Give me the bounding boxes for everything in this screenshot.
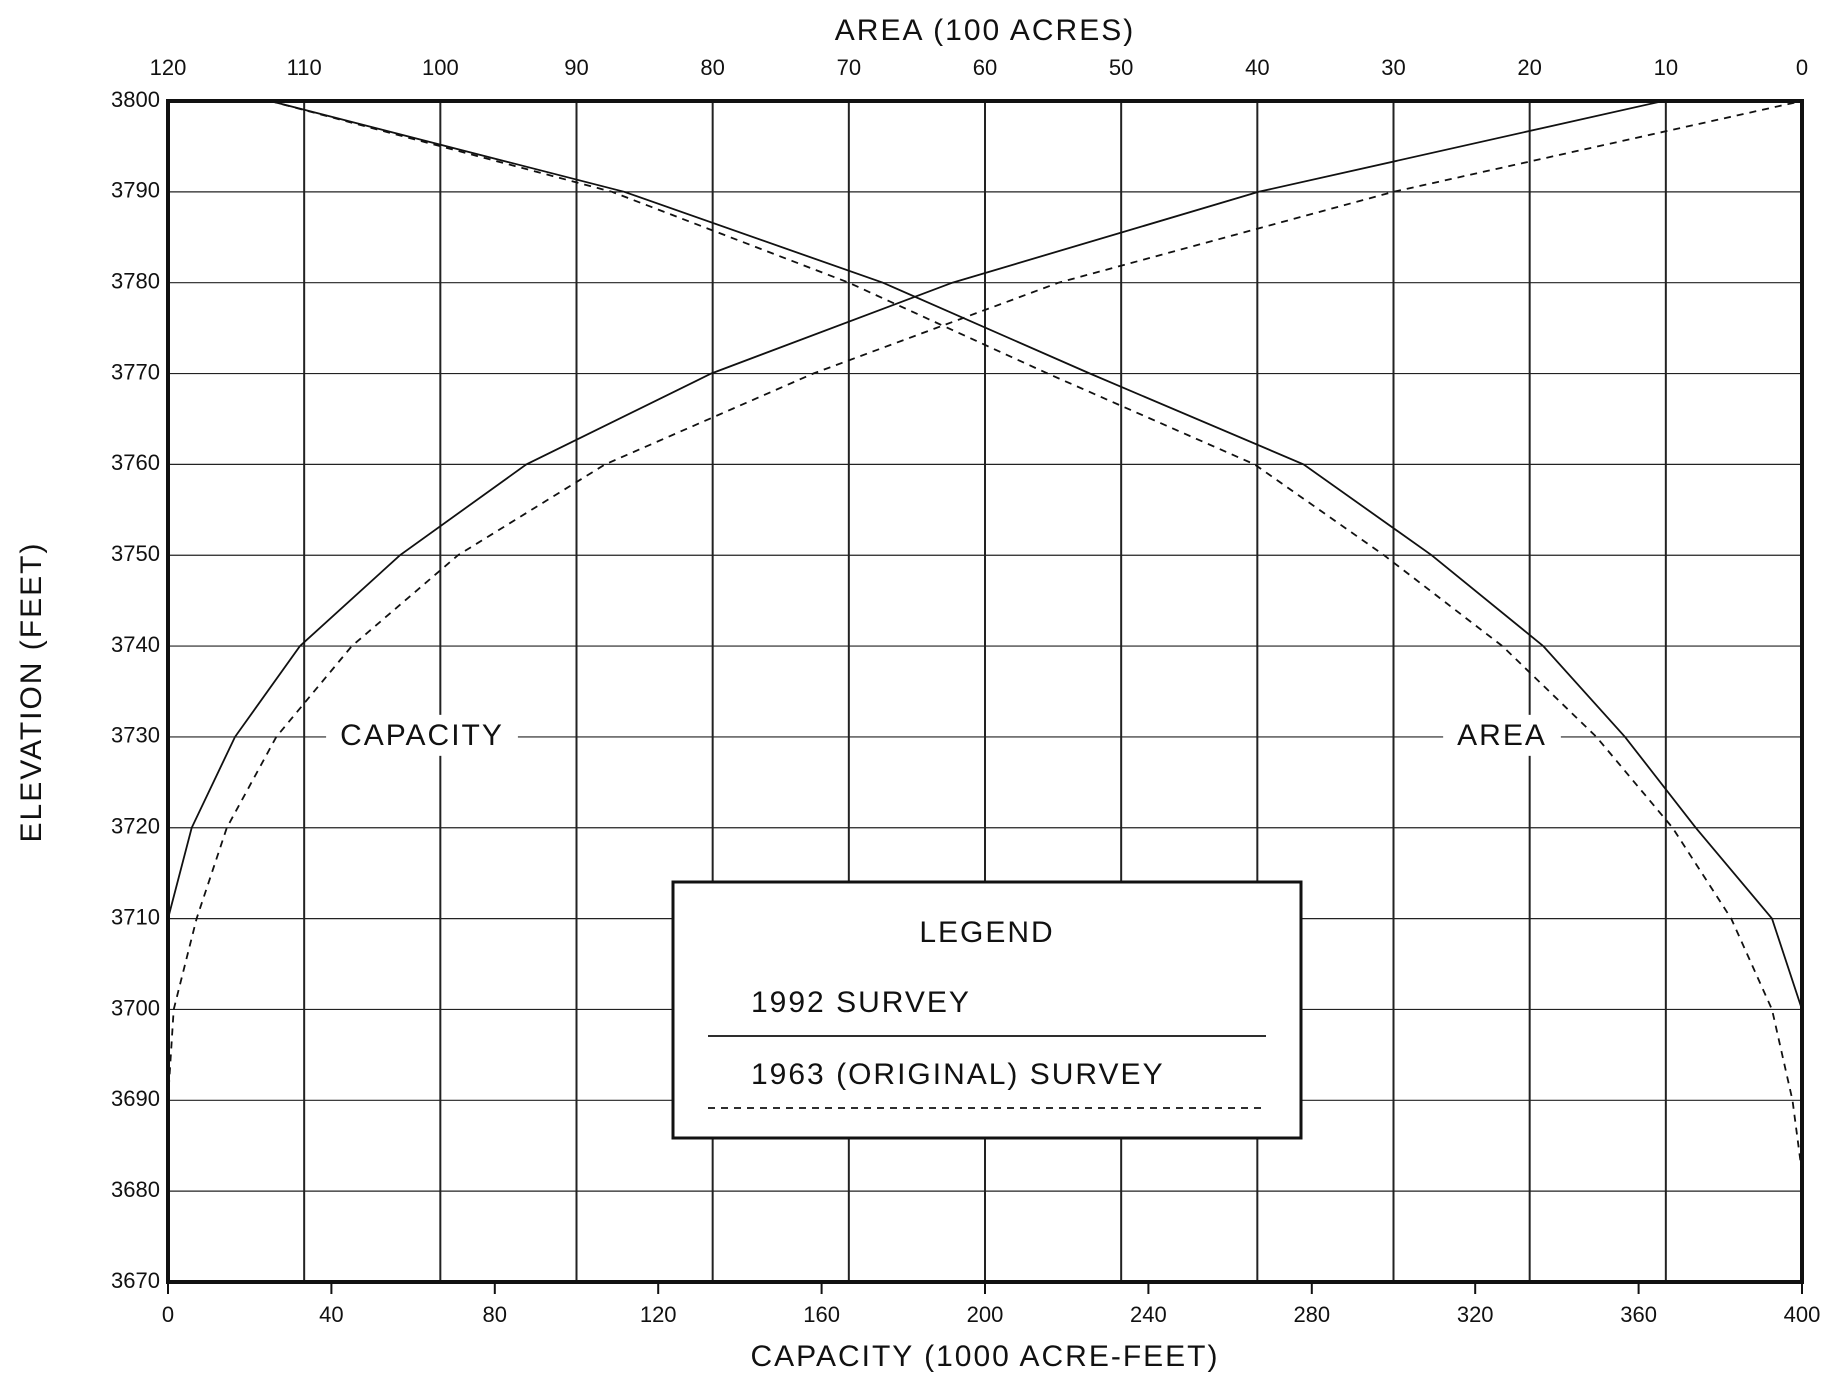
x-tick-label: 240 bbox=[1130, 1302, 1167, 1327]
x2-tick-label: 20 bbox=[1517, 55, 1541, 80]
curve-label-bg bbox=[326, 714, 518, 756]
curve-label: CAPACITY bbox=[340, 719, 504, 752]
y-tick-label: 3680 bbox=[111, 1177, 160, 1202]
x-tick-label: 320 bbox=[1457, 1302, 1494, 1327]
x2-tick-label: 0 bbox=[1796, 55, 1808, 80]
x2-tick-label: 10 bbox=[1654, 55, 1678, 80]
y-tick-label: 3760 bbox=[111, 450, 160, 475]
x2-tick-label: 120 bbox=[150, 55, 187, 80]
y-tick-label: 3720 bbox=[111, 814, 160, 839]
y-axis-label: ELEVATION (FEET) bbox=[15, 542, 48, 843]
x-axis-label: CAPACITY (1000 ACRE-FEET) bbox=[750, 1340, 1219, 1373]
y-tick-label: 3750 bbox=[111, 541, 160, 566]
x-tick-label: 40 bbox=[319, 1302, 343, 1327]
x2-tick-label: 90 bbox=[564, 55, 588, 80]
x2-tick-label: 60 bbox=[973, 55, 997, 80]
curve-label: AREA bbox=[1457, 719, 1547, 752]
x-tick-label: 280 bbox=[1293, 1302, 1330, 1327]
y-tick-label: 3770 bbox=[111, 359, 160, 384]
y-tick-label: 3730 bbox=[111, 723, 160, 748]
plot-frame bbox=[166, 99, 1804, 1284]
y-tick-label: 3700 bbox=[111, 995, 160, 1020]
x-tick-label: 120 bbox=[640, 1302, 677, 1327]
x2-tick-label: 30 bbox=[1381, 55, 1405, 80]
y-tick-label: 3670 bbox=[111, 1268, 160, 1293]
y-tick-label: 3740 bbox=[111, 632, 160, 657]
x-tick-label: 200 bbox=[967, 1302, 1004, 1327]
x2-tick-label: 110 bbox=[287, 55, 322, 80]
curve bbox=[269, 100, 1803, 1010]
curve-label-bg bbox=[1443, 714, 1561, 756]
x-tick-label: 80 bbox=[483, 1302, 507, 1327]
x-tick-label: 0 bbox=[162, 1302, 174, 1327]
y-tick-label: 3800 bbox=[111, 87, 160, 112]
x2-axis-label: AREA (100 ACRES) bbox=[835, 14, 1135, 47]
legend-label: 1963 (ORIGINAL) SURVEY bbox=[751, 1058, 1165, 1091]
legend-box bbox=[671, 880, 1303, 1140]
y-tick-label: 3710 bbox=[111, 904, 160, 929]
x-tick-label: 360 bbox=[1620, 1302, 1657, 1327]
x2-tick-label: 80 bbox=[700, 55, 724, 80]
x2-tick-label: 50 bbox=[1109, 55, 1133, 80]
x-tick-label: 400 bbox=[1784, 1302, 1821, 1327]
x-tick-label: 160 bbox=[803, 1302, 840, 1327]
x2-tick-label: 70 bbox=[837, 55, 861, 80]
curve bbox=[167, 100, 1664, 919]
legend-label: 1992 SURVEY bbox=[751, 986, 971, 1019]
legend-title: LEGEND bbox=[919, 916, 1054, 949]
y-tick-label: 3790 bbox=[111, 178, 160, 203]
y-tick-label: 3780 bbox=[111, 269, 160, 294]
x2-tick-label: 100 bbox=[422, 55, 459, 80]
x2-tick-label: 40 bbox=[1245, 55, 1269, 80]
y-tick-label: 3690 bbox=[111, 1086, 160, 1111]
curve bbox=[167, 100, 1803, 1101]
